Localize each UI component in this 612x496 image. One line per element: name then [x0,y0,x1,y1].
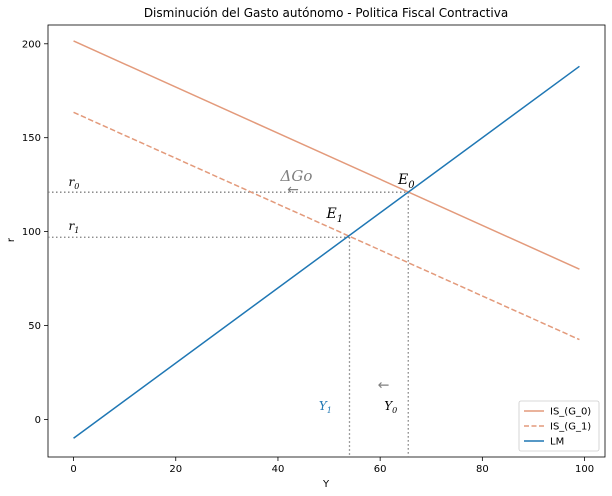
x-tick-label: 0 [70,464,76,475]
arrow-bottom: ← [378,377,390,393]
y0-label: Y0 [384,399,397,415]
axis-ticks: 0 20 40 60 80 100 0 50 100 150 200 [22,39,594,475]
legend-label-1: IS_(G_0) [550,407,591,418]
x-tick-label: 80 [476,464,489,475]
y1-label: Y1 [319,399,332,415]
legend: IS_(G_0) IS_(G_1) LM [518,400,600,452]
chart-title: Disminución del Gasto autónomo - Politic… [144,6,508,20]
x-tick-label: 40 [272,464,285,475]
series-line-2 [73,111,580,341]
r0-label: r0 [68,175,79,191]
e0-label: E0 [397,172,415,191]
y-tick-label: 150 [22,133,41,144]
guide-lines [48,191,409,457]
y-tick-label: 0 [35,415,41,426]
r1-label: r1 [68,219,79,235]
legend-box [518,400,600,452]
y-tick-label: 200 [22,39,41,50]
legend-label-3: LM [550,437,564,448]
plot-area [47,24,606,458]
arrow-top: ← [287,182,299,198]
series-line-1 [73,40,580,270]
series-lines [73,40,580,439]
y-tick-label: 100 [22,227,41,238]
axes-frame [47,24,606,458]
x-tick-label: 100 [575,464,594,475]
y-axis-label: r [6,237,17,242]
legend-label-2: IS_(G_1) [550,422,591,433]
x-tick-label: 60 [374,464,387,475]
y-tick-label: 50 [28,321,41,332]
delta-go-label: ΔGo [280,167,313,185]
e1-label: E1 [326,206,344,225]
x-axis-label: Y [322,479,330,490]
series-line-3 [73,65,580,439]
x-tick-label: 20 [169,464,182,475]
